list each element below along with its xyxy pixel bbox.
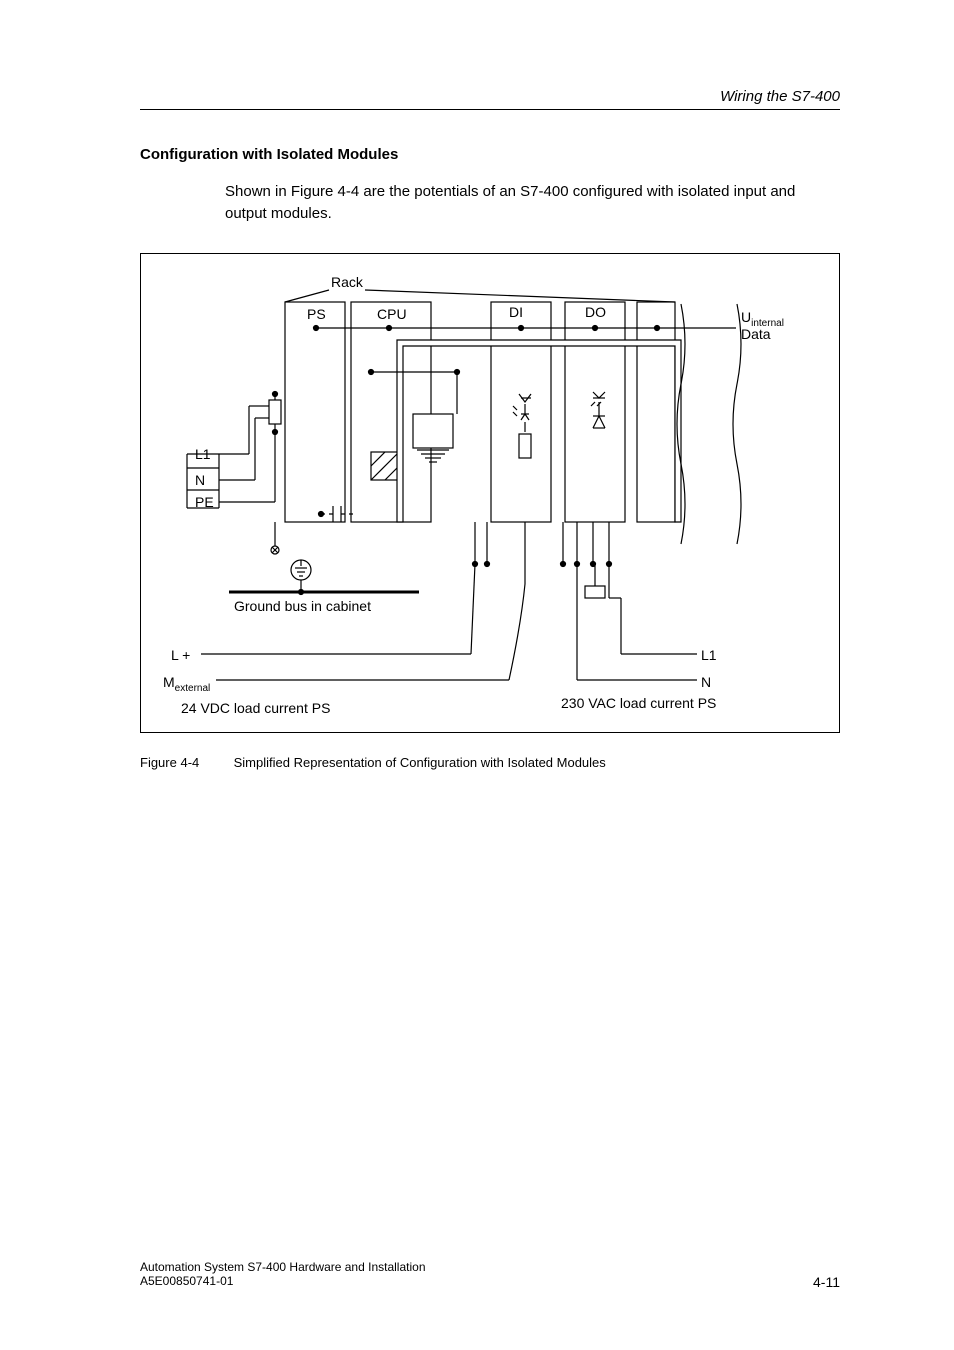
section-heading: Configuration with Isolated Modules [140,146,840,163]
footer-doc-number: A5E00850741-01 [140,1274,233,1290]
figure-caption: Figure 4-4 Simplified Representation of … [140,755,840,770]
schematic-svg [141,254,840,733]
intro-text: Shown in Figure 4-4 are the potentials o… [225,181,840,225]
page-footer: Automation System S7-400 Hardware and In… [140,1260,840,1290]
figure-caption-text: Simplified Representation of Configurati… [234,755,606,770]
diagram-figure: Rack PS CPU DI DO Uinternal Data L1 N PE… [140,253,840,733]
page-number: 4-11 [813,1274,840,1290]
figure-caption-label: Figure 4-4 [140,755,230,770]
page-header: Wiring the S7-400 [140,88,840,110]
footer-doc-title: Automation System S7-400 Hardware and In… [140,1260,840,1274]
